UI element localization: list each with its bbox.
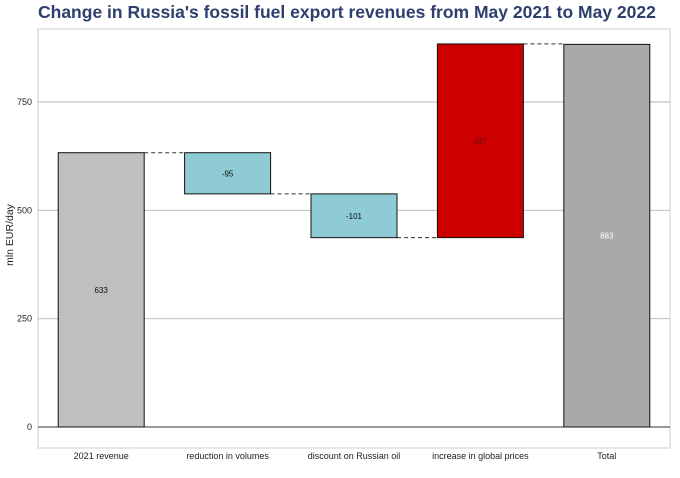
- x-tick-label: Total: [597, 451, 616, 461]
- x-tick-label: increase in global prices: [432, 451, 529, 461]
- x-tick-label: reduction in volumes: [186, 451, 269, 461]
- bar: [436, 43, 524, 239]
- bar-value-label: 447: [474, 137, 488, 146]
- y-axis-label: mln EUR/day: [4, 203, 16, 266]
- x-tick-label: 2021 revenue: [74, 451, 129, 461]
- bar: [184, 152, 272, 195]
- y-tick-label: 750: [17, 97, 32, 107]
- bar-value-label: -95: [222, 169, 234, 178]
- bar-value-label: -101: [346, 212, 363, 221]
- x-axis-ticks: 2021 revenue reduction in volumes discount…: [74, 451, 617, 461]
- bars: [57, 43, 651, 428]
- y-tick-label: 0: [27, 422, 32, 432]
- bar-value-label: 633: [95, 286, 109, 295]
- y-tick-label: 250: [17, 314, 32, 324]
- x-tick-label: discount on Russian oil: [308, 451, 401, 461]
- chart-title: Change in Russia's fossil fuel export re…: [38, 2, 656, 22]
- bar: [57, 152, 145, 428]
- y-axis-ticks: 0 250 500 750: [17, 97, 32, 432]
- y-tick-label: 500: [17, 205, 32, 215]
- bar: [310, 193, 398, 239]
- bar-value-label: 883: [600, 232, 614, 241]
- value-labels: 633 -95 -101 447 883: [95, 137, 614, 295]
- bar: [563, 43, 651, 428]
